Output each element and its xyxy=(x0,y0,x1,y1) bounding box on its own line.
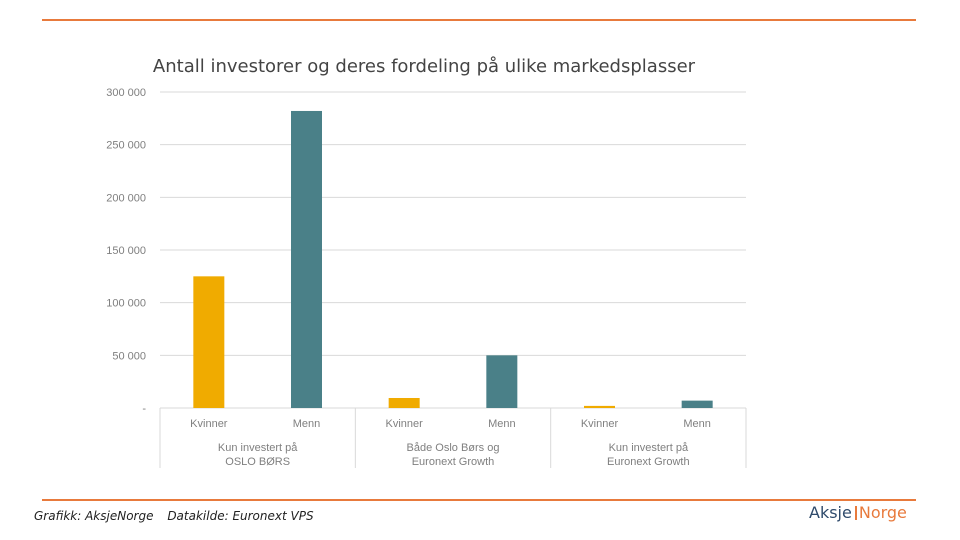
category-label: Kvinner xyxy=(386,418,424,430)
bottom-rule xyxy=(42,499,916,501)
y-tick-label: 150 000 xyxy=(106,245,146,257)
category-label: Kvinner xyxy=(190,418,228,430)
group-label: Både Oslo Børs og xyxy=(407,442,500,454)
logo-part2: Norge xyxy=(858,503,907,522)
bar xyxy=(291,110,322,409)
category-label: Menn xyxy=(683,418,711,430)
credit-text: Grafikk: AksjeNorge xyxy=(34,509,154,523)
y-tick-label: 300 000 xyxy=(106,87,146,99)
aksjenorge-logo: Aksje Norge xyxy=(809,503,907,522)
category-label: Menn xyxy=(293,418,321,430)
bar xyxy=(681,400,713,408)
y-tick-label: 200 000 xyxy=(106,192,146,204)
bar xyxy=(486,355,518,408)
bar xyxy=(193,276,225,408)
chart-title: Antall investorer og deres fordeling på … xyxy=(152,56,696,77)
category-label: Menn xyxy=(488,418,516,430)
y-tick-label: - xyxy=(142,403,146,415)
group-label: Euronext Growth xyxy=(607,456,690,468)
bar xyxy=(388,397,420,408)
y-tick-label: 100 000 xyxy=(106,298,146,310)
source-text: Datakilde: Euronext VPS xyxy=(167,509,314,523)
group-label: Kun investert på xyxy=(609,442,689,454)
group-label: Kun investert på xyxy=(218,442,298,454)
y-tick-label: 50 000 xyxy=(112,350,146,362)
top-rule xyxy=(42,19,916,21)
group-label: Euronext Growth xyxy=(412,456,495,468)
y-tick-label: 250 000 xyxy=(106,140,146,152)
logo-bar-icon xyxy=(854,506,857,520)
group-label: OSLO BØRS xyxy=(225,456,290,468)
footer-credit: Grafikk: AksjeNorge Datakilde: Euronext … xyxy=(34,509,324,523)
bar xyxy=(584,405,615,408)
logo-part1: Aksje xyxy=(809,503,852,522)
category-label: Kvinner xyxy=(581,418,619,430)
